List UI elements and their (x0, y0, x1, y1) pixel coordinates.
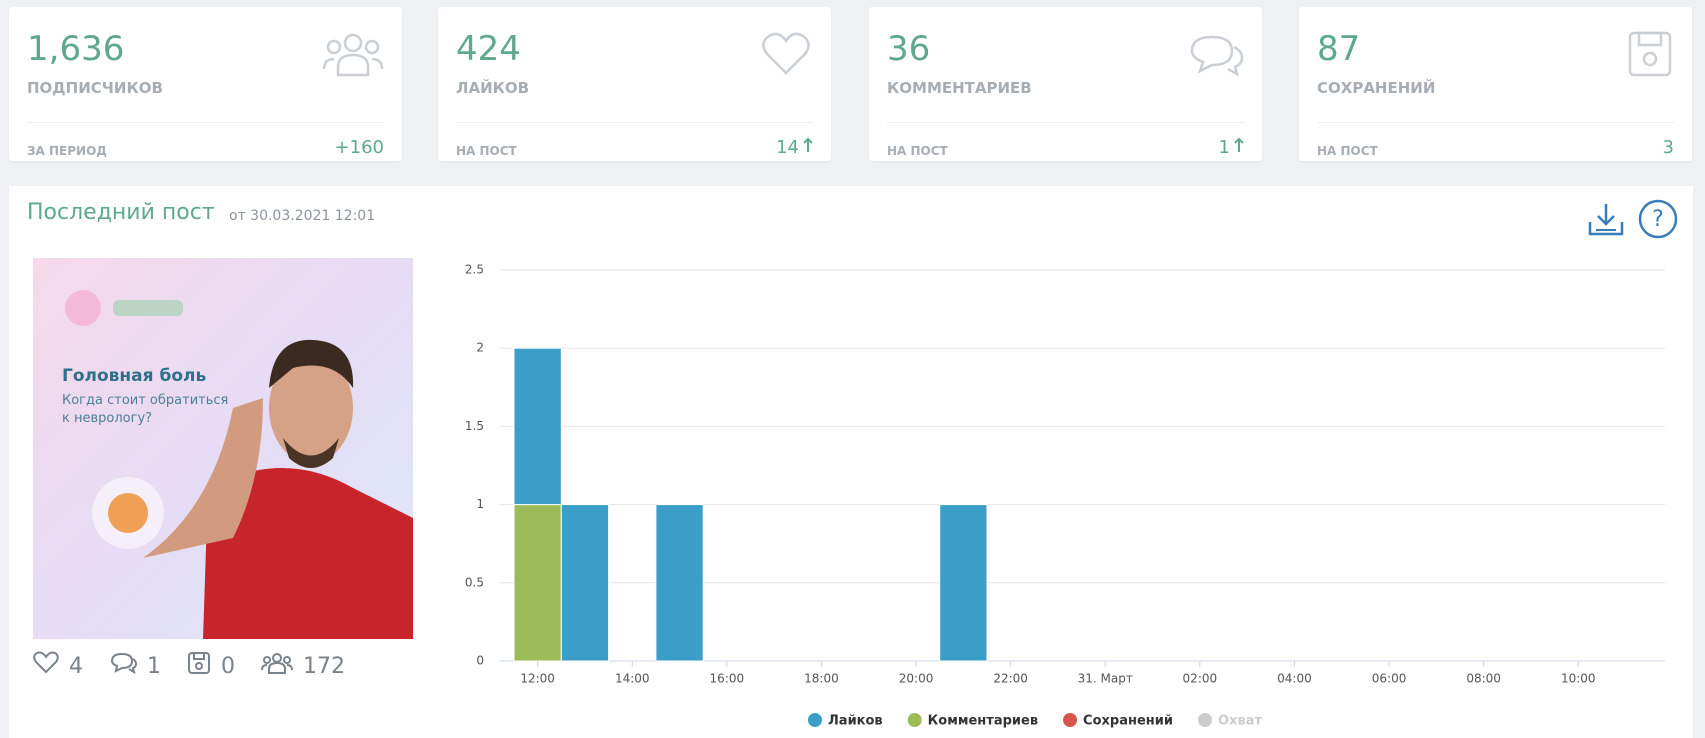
bar (655, 504, 704, 662)
post-stat-icon (109, 651, 138, 681)
y-tick-label: 0.5 (465, 575, 484, 589)
post-image: Головная боль Когда стоит обратиться к н… (33, 258, 413, 639)
stat-foot: 3 (1663, 137, 1674, 158)
post-stat-icon (187, 651, 211, 681)
stat-card: 36 КОММЕНТАРИЕВ НА ПОСТ 1 (869, 7, 1262, 161)
y-tick-label: 2 (476, 341, 484, 355)
stat-value: 36 (887, 29, 931, 69)
post-stat-icon (33, 651, 59, 681)
divider (1317, 122, 1674, 123)
divider (456, 122, 813, 123)
legend-label[interactable]: Комментариев (928, 714, 1038, 729)
stat-card: 87 СОХРАНЕНИЙ НА ПОСТ 3 (1299, 7, 1692, 161)
trend-arrow (1234, 137, 1244, 158)
bar (513, 504, 562, 662)
stat-icon (759, 29, 813, 83)
stat-label: ЛАЙКОВ (456, 79, 530, 97)
post-stats: 4 1 0 172 (33, 651, 345, 681)
stat-foot-value: 1 (1218, 137, 1230, 158)
stat-card: 424 ЛАЙКОВ НА ПОСТ 14 (438, 7, 831, 161)
post-stat-value: 172 (303, 653, 345, 679)
legend-marker (1063, 713, 1078, 727)
legend-marker (1197, 713, 1212, 727)
x-tick-label: 10:00 (1561, 672, 1596, 686)
trend-arrow (803, 137, 813, 158)
stat-foot-value: +160 (334, 137, 384, 158)
stat-label: ПОДПИСЧИКОВ (27, 79, 163, 97)
post-title: Последний пост (27, 200, 215, 225)
post-date: от 30.03.2021 12:01 (229, 208, 376, 224)
stat-value: 424 (456, 29, 521, 69)
svg-text:?: ? (1652, 207, 1664, 232)
x-tick-label: 06:00 (1372, 672, 1407, 686)
stat-icon (1186, 29, 1244, 83)
post-stat-icon (261, 651, 293, 681)
y-tick-label: 0 (476, 654, 484, 668)
x-tick-label: 20:00 (899, 672, 934, 686)
x-tick-label: 04:00 (1277, 672, 1312, 686)
stat-foot: +160 (335, 137, 384, 158)
post-stat: 172 (261, 651, 345, 681)
x-tick-label: 16:00 (710, 672, 745, 686)
stat-value: 1,636 (27, 29, 125, 69)
bar (939, 504, 988, 662)
x-tick-label: 02:00 (1183, 672, 1218, 686)
image-title: Головная боль (62, 366, 207, 386)
stat-foot-value: 14 (776, 137, 799, 158)
y-tick-label: 1 (476, 497, 484, 511)
post-stat-value: 0 (221, 653, 235, 679)
x-tick-label: 31. Март (1078, 672, 1133, 686)
stat-card: 1,636 ПОДПИСЧИКОВ ЗА ПЕРИОД +160 (9, 7, 402, 161)
stat-foot-value: 3 (1662, 137, 1674, 158)
stat-foot-label: НА ПОСТ (456, 144, 517, 158)
stat-icon (1626, 29, 1674, 83)
x-tick-label: 14:00 (615, 672, 650, 686)
post-panel: Последний пост от 30.03.2021 12:01 ? Гол… (9, 186, 1693, 738)
legend-label[interactable]: Сохранений (1083, 714, 1173, 729)
stat-foot-label: НА ПОСТ (1317, 144, 1378, 158)
divider (887, 122, 1244, 123)
x-tick-label: 08:00 (1466, 672, 1501, 686)
help-icon[interactable]: ? (1637, 198, 1679, 240)
post-illustration (65, 290, 413, 639)
stat-label: СОХРАНЕНИЙ (1317, 79, 1436, 97)
x-tick-label: 18:00 (804, 672, 839, 686)
legend-marker (907, 713, 922, 727)
stat-foot-label: ЗА ПЕРИОД (27, 144, 107, 158)
post-stat: 4 (33, 651, 83, 681)
legend-label[interactable]: Лайков (828, 714, 883, 729)
post-stat: 0 (187, 651, 235, 681)
legend-marker (808, 713, 822, 727)
stat-foot: 1 (1219, 137, 1244, 158)
stat-value: 87 (1317, 29, 1361, 69)
stat-foot: 14 (776, 137, 813, 158)
stat-label: КОММЕНТАРИЕВ (887, 79, 1032, 97)
post-stat-value: 4 (69, 653, 83, 679)
stat-foot-label: НА ПОСТ (887, 144, 948, 158)
y-tick-label: 2.5 (465, 263, 484, 277)
legend-label[interactable]: Охват (1218, 714, 1262, 729)
bar (513, 347, 562, 506)
post-stat-value: 1 (147, 653, 161, 679)
stat-icon (322, 29, 384, 83)
bar (560, 504, 610, 662)
download-icon[interactable] (1586, 200, 1626, 240)
post-stat: 1 (109, 651, 161, 681)
image-text: Когда стоит обратиться к неврологу? (62, 393, 229, 426)
x-tick-label: 12:00 (520, 672, 555, 686)
y-tick-label: 1.5 (465, 419, 484, 433)
divider (27, 122, 384, 123)
x-tick-label: 22:00 (993, 672, 1028, 686)
